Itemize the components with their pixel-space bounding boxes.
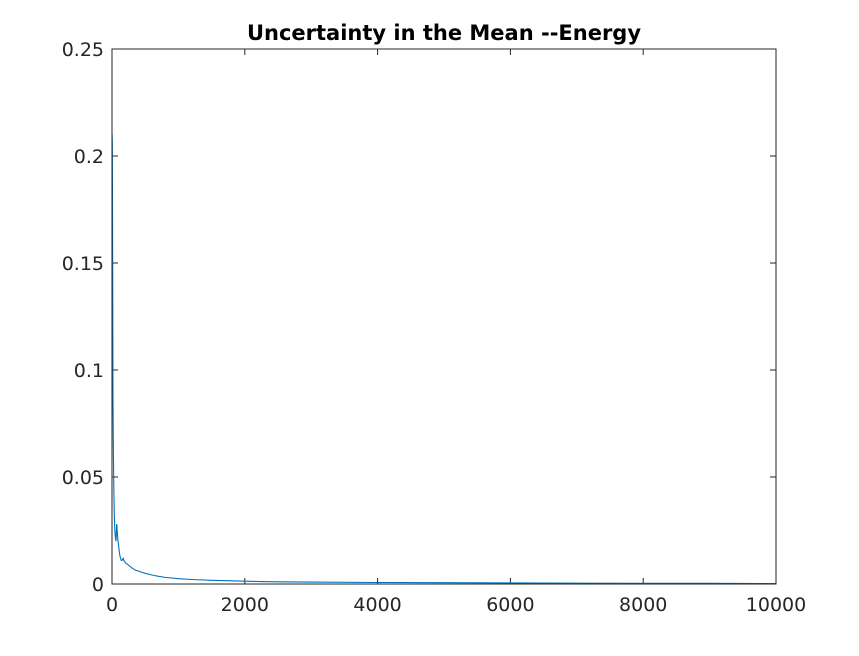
x-tick-label: 10000 <box>746 594 806 616</box>
x-tick-label: 0 <box>106 594 118 616</box>
chart-title: Uncertainty in the Mean --Energy <box>247 21 641 45</box>
x-tick-label: 4000 <box>353 594 401 616</box>
series-line-energy-uncertainty <box>111 134 777 585</box>
x-tick-label: 8000 <box>619 594 667 616</box>
y-tick-label: 0.2 <box>74 146 104 168</box>
y-tick-label: 0.1 <box>74 360 104 382</box>
plot-frame <box>111 48 777 585</box>
y-tick-label: 0.05 <box>62 467 104 489</box>
ticks-layer <box>111 48 777 585</box>
y-tick-label: 0.15 <box>62 253 104 275</box>
y-tick-label: 0 <box>92 574 104 596</box>
x-tick-label: 2000 <box>221 594 269 616</box>
y-tick-label: 0.25 <box>62 39 104 61</box>
x-tick-label: 6000 <box>486 594 534 616</box>
tick-labels-layer: 0 2000 4000 6000 8000 10000 0 0.05 0.1 0.15 0.2 0.2… <box>62 39 807 616</box>
